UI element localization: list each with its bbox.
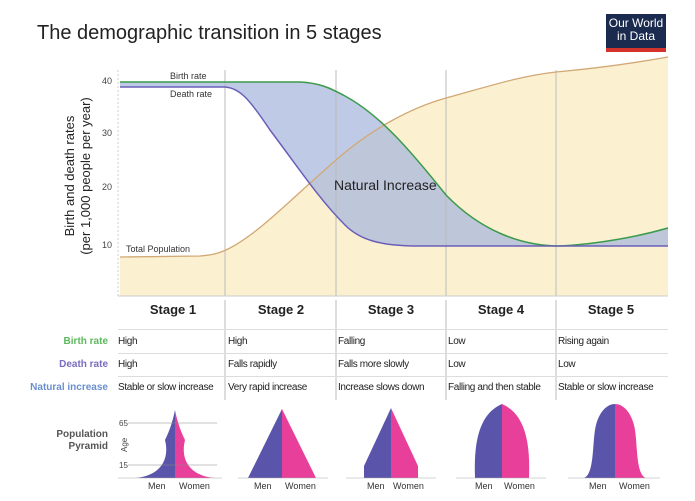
women-label: Women	[504, 481, 535, 491]
stage-1-header: Stage 1	[149, 302, 197, 317]
men-label: Men	[254, 481, 272, 491]
men-label: Men	[148, 481, 166, 491]
table-cell: Stable or slow increase	[558, 382, 654, 393]
pyr-label-1: Population	[56, 429, 108, 440]
owid-logo[interactable]: Our World in Data	[606, 14, 666, 52]
divider	[118, 353, 668, 354]
pyramid-stage-4	[456, 404, 546, 479]
pyramid-stage-5	[568, 404, 660, 479]
natural-increase-label: Natural Increase	[334, 177, 437, 193]
table-cell: High	[118, 336, 138, 347]
total-population-label: Total Population	[126, 244, 190, 254]
table-cell: Falls rapidly	[228, 359, 277, 370]
page-title: The demographic transition in 5 stages	[37, 22, 382, 44]
table-cell: Falls more slowly	[338, 359, 409, 370]
women-label: Women	[393, 481, 424, 491]
y-tick: 40	[102, 76, 113, 86]
age-65-label: 65	[119, 419, 128, 428]
stage-dividers	[224, 70, 557, 400]
table-cell: Falling and then stable	[448, 382, 541, 393]
women-label: Women	[619, 481, 650, 491]
divider	[118, 329, 668, 330]
pyr-label-2: Pyramid	[68, 441, 108, 452]
table-cell: Falling	[338, 336, 366, 347]
age-15-label: 15	[119, 461, 128, 470]
stage-2-header: Stage 2	[257, 302, 305, 317]
death-rate-line	[120, 86, 668, 247]
stage-5-header: Stage 5	[587, 302, 635, 317]
men-label: Men	[367, 481, 385, 491]
death-rate-label: Death rate	[170, 89, 212, 99]
men-label: Men	[589, 481, 607, 491]
table-cell: High	[228, 336, 248, 347]
stage-4-header: Stage 4	[477, 302, 525, 317]
pyramid-stage-2	[238, 409, 328, 479]
table-cell: Low	[448, 359, 466, 370]
table-cell: Stable or slow increase	[118, 382, 214, 393]
natural-increase-area	[120, 82, 668, 246]
table-cell: Low	[448, 336, 466, 347]
men-label: Men	[475, 481, 493, 491]
table-cell: Low	[558, 359, 576, 370]
row-label-birth-rate: Birth rate	[63, 336, 108, 347]
pyramid-stage-3	[346, 408, 436, 479]
table-cell: Increase slows down	[338, 382, 425, 393]
table-cell: Very rapid increase	[228, 382, 307, 393]
birth-rate-label: Birth rate	[170, 71, 207, 81]
population-pyramid-label: Population Pyramid	[56, 429, 108, 453]
divider	[118, 376, 668, 377]
birth-rate-line	[120, 81, 669, 247]
women-label: Women	[179, 481, 210, 491]
women-label: Women	[285, 481, 316, 491]
row-label-death-rate: Death rate	[59, 359, 108, 370]
age-axis-label: Age	[120, 437, 129, 452]
table-cell: Rising again	[558, 336, 609, 347]
y-tick: 10	[102, 240, 113, 250]
y-tick: 20	[102, 182, 113, 192]
stage-3-header: Stage 3	[367, 302, 415, 317]
population-line	[119, 56, 669, 258]
row-label-natural-increase: Natural increase	[30, 382, 108, 393]
y-tick: 30	[102, 128, 113, 138]
pyramid-stage-1	[118, 410, 222, 479]
table-cell: High	[118, 359, 138, 370]
